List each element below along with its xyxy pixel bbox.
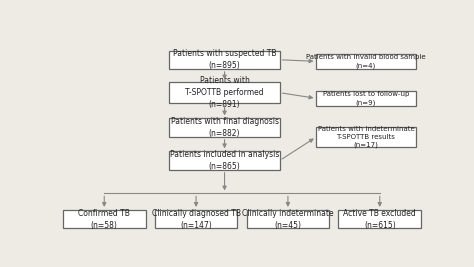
FancyBboxPatch shape [169, 83, 280, 103]
FancyBboxPatch shape [316, 91, 416, 106]
FancyBboxPatch shape [169, 118, 280, 137]
Text: Patients lost to follow-up
(n=9): Patients lost to follow-up (n=9) [323, 91, 409, 105]
FancyBboxPatch shape [155, 210, 237, 228]
Text: Patients with invalid blood sample
(n=4): Patients with invalid blood sample (n=4) [306, 54, 426, 69]
FancyBboxPatch shape [316, 127, 416, 147]
Text: Patients included in analysis
(n=865): Patients included in analysis (n=865) [170, 150, 279, 171]
Text: Patients with final diagnosis
(n=882): Patients with final diagnosis (n=882) [171, 117, 279, 138]
Text: Patients with suspected TB
(n=895): Patients with suspected TB (n=895) [173, 49, 276, 70]
FancyBboxPatch shape [169, 50, 280, 69]
Text: Patients with
T-SPOTTB performed
(n=891): Patients with T-SPOTTB performed (n=891) [185, 76, 264, 109]
FancyBboxPatch shape [338, 210, 421, 228]
Text: Patients with indeterminate
T-SPOTTB results
(n=17): Patients with indeterminate T-SPOTTB res… [318, 126, 414, 148]
Text: Confirmed TB
(n=58): Confirmed TB (n=58) [78, 209, 130, 230]
Text: Active TB excluded
(n=615): Active TB excluded (n=615) [343, 209, 416, 230]
Text: Clinically indeterminate
(n=45): Clinically indeterminate (n=45) [242, 209, 334, 230]
FancyBboxPatch shape [246, 210, 329, 228]
FancyBboxPatch shape [63, 210, 146, 228]
FancyBboxPatch shape [316, 54, 416, 69]
Text: Clinically diagnosed TB
(n=147): Clinically diagnosed TB (n=147) [152, 209, 241, 230]
FancyBboxPatch shape [169, 151, 280, 170]
